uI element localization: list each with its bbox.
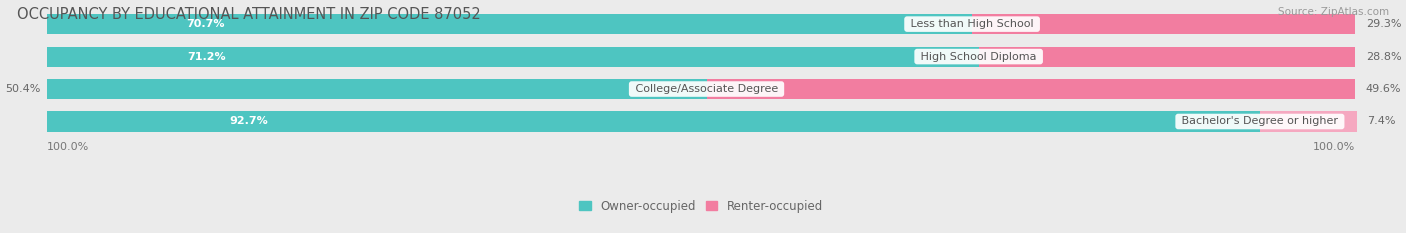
Text: 70.7%: 70.7% (186, 19, 225, 29)
Text: Less than High School: Less than High School (907, 19, 1038, 29)
Text: OCCUPANCY BY EDUCATIONAL ATTAINMENT IN ZIP CODE 87052: OCCUPANCY BY EDUCATIONAL ATTAINMENT IN Z… (17, 7, 481, 22)
Text: 28.8%: 28.8% (1365, 51, 1402, 62)
Bar (1260, 111, 1357, 132)
Text: High School Diploma: High School Diploma (917, 51, 1040, 62)
Bar (48, 79, 707, 99)
Text: Bachelor's Degree or higher: Bachelor's Degree or higher (1178, 116, 1341, 127)
Text: College/Associate Degree: College/Associate Degree (631, 84, 782, 94)
Bar (48, 111, 1260, 132)
Bar (48, 14, 1355, 34)
Bar (48, 111, 1355, 132)
Text: 29.3%: 29.3% (1365, 19, 1402, 29)
Text: 7.4%: 7.4% (1367, 116, 1396, 127)
Bar (48, 47, 979, 67)
Bar (972, 14, 1355, 34)
Text: 100.0%: 100.0% (1313, 142, 1355, 152)
Bar (707, 79, 1355, 99)
Bar (48, 79, 1355, 99)
Bar (979, 47, 1355, 67)
Legend: Owner-occupied, Renter-occupied: Owner-occupied, Renter-occupied (579, 200, 823, 212)
Text: 100.0%: 100.0% (48, 142, 90, 152)
Text: 49.6%: 49.6% (1365, 84, 1402, 94)
Bar (48, 47, 1355, 67)
Text: 50.4%: 50.4% (6, 84, 41, 94)
Bar (48, 14, 972, 34)
Text: 92.7%: 92.7% (229, 116, 269, 127)
Text: 71.2%: 71.2% (187, 51, 225, 62)
Text: Source: ZipAtlas.com: Source: ZipAtlas.com (1278, 7, 1389, 17)
